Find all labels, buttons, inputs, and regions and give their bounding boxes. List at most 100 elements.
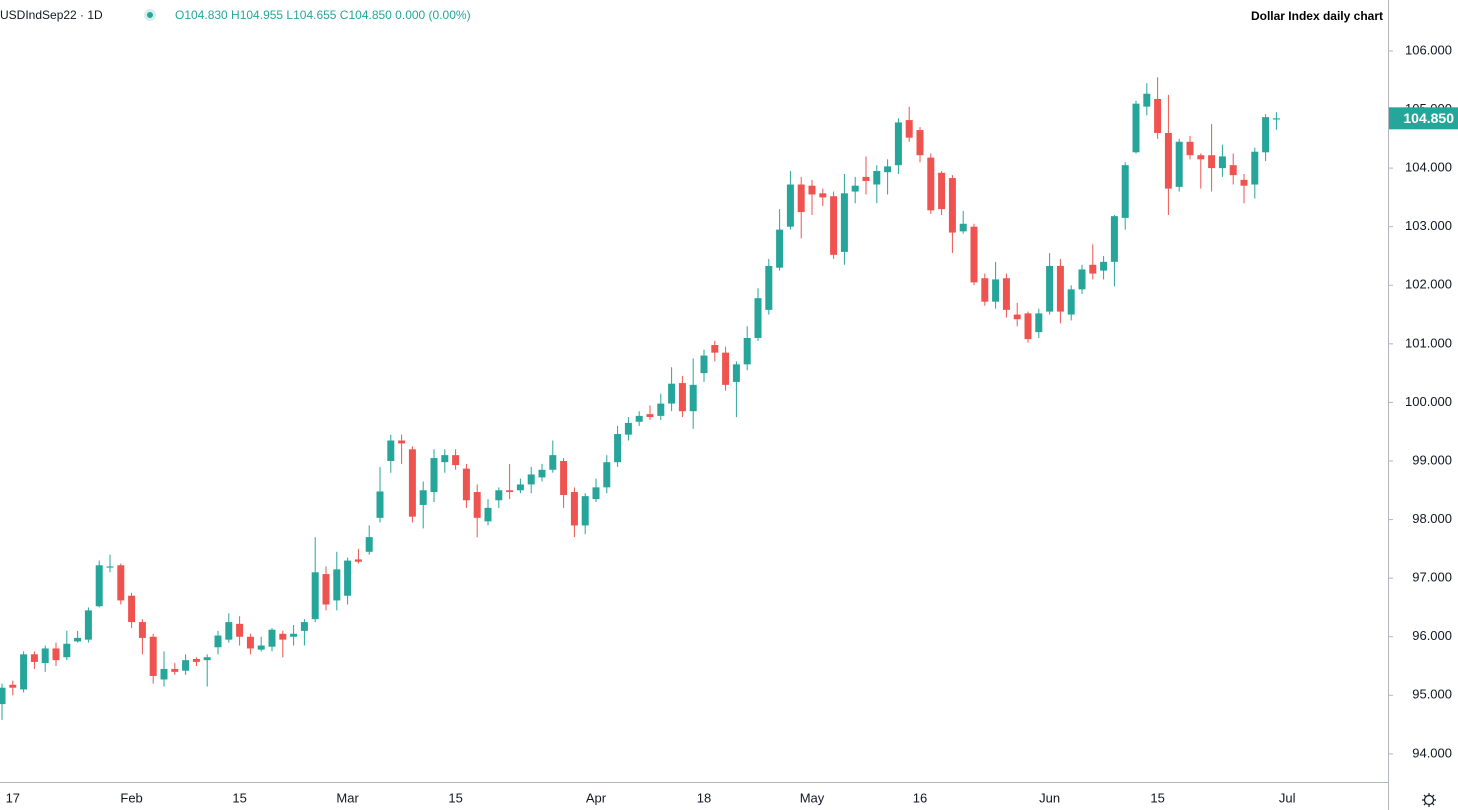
settings-gear: [1423, 794, 1435, 806]
candle-body: [538, 469, 546, 478]
candle-body: [1154, 98, 1162, 133]
candle-body: [1164, 132, 1172, 189]
y-tick-label: 95.000: [1412, 687, 1452, 702]
candle-body: [495, 490, 503, 501]
candle-body: [1229, 165, 1237, 176]
candle-body: [581, 496, 589, 526]
candle-body: [1240, 179, 1248, 186]
candle-body: [95, 565, 103, 607]
candle-body: [830, 196, 838, 255]
candle-body: [1132, 103, 1140, 153]
y-tick-label: 94.000: [1412, 745, 1452, 760]
candle-body: [722, 352, 730, 385]
candle-body: [236, 623, 244, 637]
candle-body: [63, 643, 71, 658]
y-tick-label: 103.000: [1405, 218, 1452, 233]
candle-body: [959, 223, 967, 232]
candle-body: [441, 455, 449, 463]
y-tick-label: 99.000: [1412, 452, 1452, 467]
candle-body: [149, 636, 157, 676]
candle-body: [84, 610, 92, 640]
candle-body: [1078, 269, 1086, 290]
candle-body: [549, 455, 557, 470]
x-tick-label: 18: [697, 790, 711, 805]
candle-body: [884, 166, 892, 173]
candle-body: [1197, 155, 1205, 160]
candle-body: [808, 185, 816, 195]
x-tick-label: Jul: [1279, 790, 1296, 805]
y-tick-label: 100.000: [1405, 394, 1452, 409]
candle-body: [938, 172, 946, 210]
candle-body: [754, 298, 762, 338]
candle-body: [516, 484, 524, 491]
candle-body: [1121, 165, 1129, 218]
candle-body: [624, 422, 632, 435]
price-tag: [1389, 107, 1458, 130]
candle-body: [948, 178, 956, 233]
candle-body: [992, 279, 1000, 302]
candle-body: [354, 559, 362, 562]
y-tick-label: 106.000: [1405, 42, 1452, 57]
candle-body: [592, 487, 600, 500]
candle-body: [484, 507, 492, 522]
candle-body: [894, 122, 902, 166]
candle-body: [786, 184, 794, 227]
y-tick-label: 97.000: [1412, 570, 1452, 585]
candle-body: [635, 415, 643, 422]
candle-body: [192, 658, 200, 662]
candle-body: [678, 383, 686, 412]
x-tick-label: Mar: [336, 790, 359, 805]
candle-body: [462, 468, 470, 501]
candle-body: [344, 560, 352, 596]
candle-body: [646, 414, 654, 418]
candle-body: [700, 355, 708, 374]
candle-body: [765, 265, 773, 310]
candle-body: [0, 687, 6, 705]
candle-body: [430, 458, 438, 493]
candle-body: [182, 660, 190, 671]
candle-body: [1186, 141, 1194, 156]
candle-body: [473, 492, 481, 518]
candle-body: [1175, 141, 1183, 187]
candle-body: [851, 185, 859, 192]
candle-body: [311, 572, 319, 620]
candle-body: [689, 384, 697, 412]
price-tag-label: 104.850: [1403, 110, 1454, 126]
candle-body: [117, 565, 125, 601]
candle-body: [203, 657, 211, 661]
settings-icon[interactable]: [1422, 793, 1436, 807]
candle-body: [41, 648, 49, 664]
candle-body: [657, 403, 665, 416]
candle-body: [214, 635, 222, 648]
candle-body: [376, 491, 384, 518]
candle-body: [1013, 314, 1021, 320]
x-tick-label: 16: [913, 790, 927, 805]
x-tick-label: May: [800, 790, 825, 805]
candle-body: [300, 622, 308, 631]
candle-body: [711, 345, 719, 353]
candle-body: [862, 176, 870, 182]
candle-body: [1067, 289, 1075, 315]
candle-body: [603, 462, 611, 488]
x-tick-label: Apr: [586, 790, 607, 805]
candle-body: [1056, 265, 1064, 312]
candle-body: [840, 193, 848, 252]
candle-body: [30, 654, 38, 662]
candle-body: [452, 455, 460, 466]
candle-body: [527, 474, 535, 485]
x-tick-label: 15: [1150, 790, 1164, 805]
y-tick-label: 104.000: [1405, 160, 1452, 175]
candle-body: [506, 490, 514, 493]
candle-body: [1035, 313, 1043, 333]
y-tick-label: 98.000: [1412, 511, 1452, 526]
symbol: USDIndSep22 · 1D: [0, 8, 103, 22]
candle-body: [570, 492, 578, 526]
candle-body: [257, 645, 265, 650]
candle-body: [668, 383, 676, 404]
candle-body: [1143, 93, 1151, 107]
x-tick-label: Feb: [120, 790, 142, 805]
x-tick-label: 17: [6, 790, 20, 805]
candle-body: [279, 633, 287, 640]
candle-body: [1089, 264, 1097, 274]
